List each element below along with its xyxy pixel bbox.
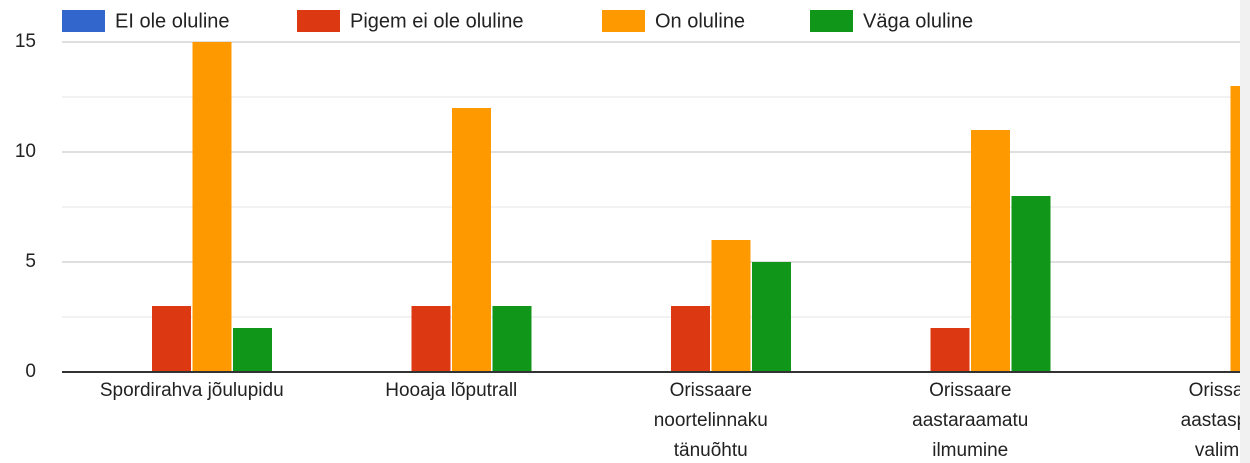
x-tick-label: Hooaja lõputrall — [385, 380, 517, 401]
legend-swatch — [62, 10, 105, 32]
y-tick-label: 5 — [25, 251, 36, 272]
bar — [1230, 86, 1240, 372]
x-tick-label: ilmumine — [932, 440, 1008, 461]
legend-label: EI ole oluline — [115, 10, 230, 32]
x-tick-label: Orissaare — [929, 380, 1011, 401]
bar — [411, 306, 451, 372]
edge — [1240, 0, 1250, 463]
bar — [752, 262, 791, 372]
legend-swatch — [602, 10, 645, 32]
bar — [671, 306, 710, 372]
bar — [233, 328, 272, 372]
legend-swatch — [297, 10, 340, 32]
y-tick-label: 0 — [25, 361, 36, 382]
bar — [1011, 196, 1051, 372]
legend-label: Väga oluline — [863, 10, 973, 32]
x-tick-label: Spordirahva jõulupidu — [100, 380, 284, 401]
bar — [452, 108, 491, 372]
legend-label: Pigem ei ole oluline — [350, 10, 523, 32]
x-tick-label: noortelinnaku — [654, 410, 768, 431]
x-tick-label: Orissaare — [670, 380, 752, 401]
x-tick-label: aastaspordi — [1181, 410, 1250, 431]
bar — [971, 130, 1010, 372]
x-tick-label: valimine — [1195, 440, 1250, 461]
x-tick-label: tänuõhtu — [674, 440, 748, 461]
plot-area: 0 5 10 15 Spordirahva jõulupidu Hooaja lõputr… — [15, 31, 1250, 461]
bar — [492, 306, 532, 372]
x-tick-label: aastaraamatu — [912, 410, 1028, 431]
y-tick-label: 15 — [15, 31, 36, 52]
legend-swatch — [810, 10, 853, 32]
x-tick-label: Orissaare — [1189, 380, 1250, 401]
legend-label: On oluline — [655, 10, 745, 32]
bar — [930, 328, 970, 372]
bar — [711, 240, 751, 372]
bar — [192, 42, 232, 372]
bar — [152, 306, 191, 372]
y-tick-label: 10 — [15, 141, 36, 162]
